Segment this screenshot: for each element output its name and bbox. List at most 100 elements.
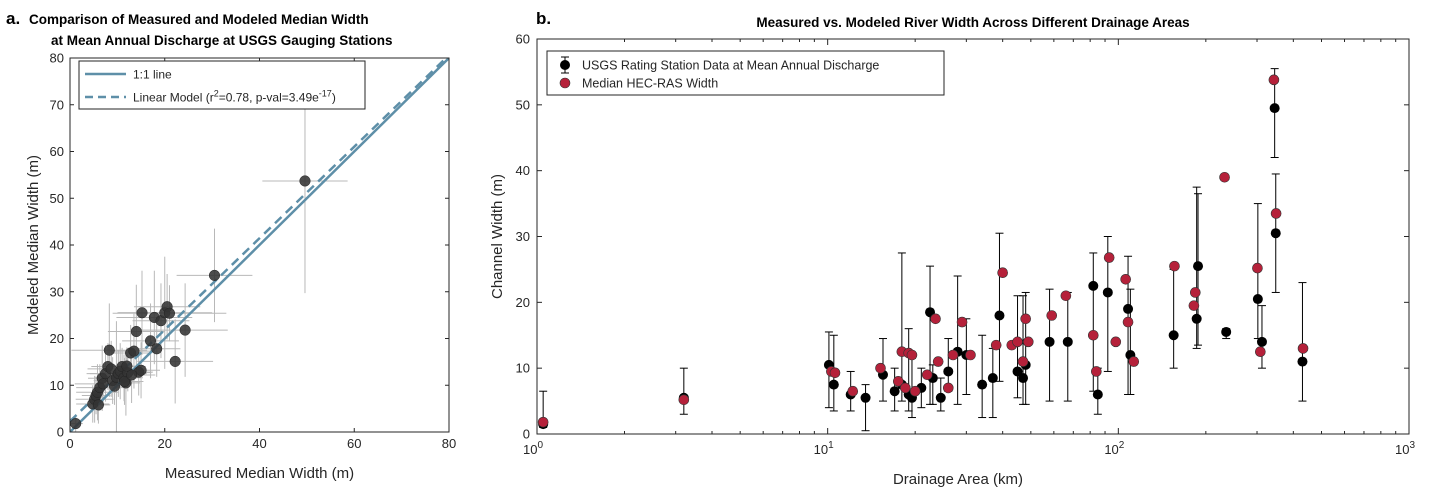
- y-axis-label: Channel Width (m): [489, 174, 506, 299]
- y-tick-label: 30: [50, 284, 64, 299]
- hec-ras-point: [1020, 313, 1031, 325]
- usgs-point: [1092, 389, 1103, 400]
- hec-ras-point: [965, 349, 976, 361]
- hec-ras-point: [990, 339, 1002, 351]
- hec-ras-point: [1255, 346, 1266, 358]
- data-point: [70, 418, 82, 430]
- x-tick-base: 10: [1395, 442, 1409, 457]
- hec-ras-point: [947, 349, 959, 361]
- usgs-point: [1168, 330, 1179, 341]
- x-tick-label: 101: [814, 440, 834, 457]
- hec-ras-point: [956, 316, 968, 328]
- x-tick-label: 100: [523, 440, 543, 457]
- x-axis-label: Measured Median Width (m): [165, 465, 354, 482]
- y-tick-label: 40: [50, 238, 64, 253]
- y-tick-label: 10: [50, 378, 64, 393]
- hec-ras-point: [1190, 287, 1201, 298]
- title-b: Measured vs. Modeled River Width Across …: [756, 15, 1189, 30]
- usgs-point: [1044, 336, 1055, 347]
- hec-ras-point: [900, 382, 911, 394]
- usgs-point: [889, 386, 900, 397]
- y-tick-label: 20: [516, 295, 530, 310]
- usgs-point: [1018, 373, 1029, 384]
- legend-label-usgs: USGS Rating Station Data at Mean Annual …: [582, 59, 879, 73]
- data-point: [92, 399, 104, 411]
- hec-ras-point: [1012, 336, 1023, 348]
- x-tick-label: 40: [252, 436, 266, 451]
- y-tick-label: 30: [516, 229, 530, 244]
- legend-label-part: 2: [214, 89, 219, 99]
- data-point: [163, 307, 176, 319]
- usgs-point: [1252, 294, 1263, 305]
- series-hec-ras: [537, 74, 1309, 428]
- data-point: [169, 355, 181, 367]
- hec-ras-point: [1219, 171, 1230, 183]
- y-tick-label: 0: [523, 427, 530, 442]
- hec-ras-point: [847, 385, 859, 397]
- legend-a: 1:1 line Linear Model (r2=0.78, p-val=3.4…: [78, 60, 366, 110]
- data-point: [97, 378, 109, 390]
- legend-label-part: ): [332, 91, 336, 105]
- legend-label-part: -17: [319, 89, 332, 99]
- hec-ras-point: [829, 367, 841, 379]
- x-tick-exponent: 1: [828, 440, 834, 451]
- y-tick-label: 0: [57, 425, 64, 440]
- data-point: [144, 335, 157, 347]
- hec-ras-point: [1268, 74, 1280, 86]
- hec-ras-point: [1046, 310, 1058, 321]
- y-axis-label: Modeled Median Width (m): [25, 155, 42, 335]
- data-point: [128, 345, 140, 357]
- hec-ras-point: [921, 369, 933, 381]
- usgs-point: [1270, 228, 1281, 239]
- data-point: [118, 375, 131, 388]
- hec-ras-point: [1270, 208, 1282, 219]
- x-tick-base: 10: [1104, 442, 1118, 457]
- x-tick-exponent: 2: [1119, 440, 1125, 451]
- usgs-point: [1269, 103, 1280, 114]
- usgs-point: [1256, 336, 1267, 347]
- panel-a: 0 20 40 60 80 0 10 20 30 40 50 60 70 80 Measured Media…: [6, 9, 456, 482]
- linear-model-line: [70, 58, 448, 423]
- usgs-point: [1123, 303, 1134, 314]
- x-tick-label: 60: [347, 436, 361, 451]
- data-point: [136, 307, 148, 319]
- usgs-point: [1221, 326, 1232, 337]
- x-tick-label: 80: [442, 436, 456, 451]
- points-a: [70, 175, 311, 430]
- title-a-line2: at Mean Annual Discharge at USGS Gauging…: [51, 33, 393, 48]
- y-tick-label: 60: [50, 144, 64, 159]
- legend-label-part: =0.78, p-val=3.49e: [219, 91, 319, 105]
- y-tick-label: 40: [516, 163, 530, 178]
- x-tick-base: 10: [523, 442, 537, 457]
- hec-ras-point: [997, 267, 1008, 279]
- hec-ras-point: [909, 385, 921, 397]
- x-tick-label: 0: [66, 436, 73, 451]
- y-tick-label: 70: [50, 97, 64, 112]
- hec-ras-point: [1017, 356, 1029, 367]
- usgs-point: [1102, 287, 1113, 298]
- hec-ras-point: [1188, 300, 1200, 311]
- x-tick-label: 20: [158, 436, 172, 451]
- data-point: [130, 325, 142, 338]
- hec-ras-point: [1169, 260, 1180, 272]
- data-point: [103, 344, 115, 356]
- hec-ras-point: [893, 376, 904, 387]
- legend-marker-hec-ras: [559, 77, 571, 89]
- x-tick-label: 102: [1104, 440, 1124, 457]
- legend-box-b: [546, 50, 945, 96]
- hec-ras-point: [1022, 336, 1034, 348]
- legend-box-a: [78, 60, 366, 110]
- usgs-point: [1193, 261, 1204, 272]
- hec-ras-point: [932, 356, 944, 367]
- panel-label-b: b.: [536, 9, 551, 28]
- hec-ras-point: [875, 362, 886, 374]
- legend-label-one-to-one: 1:1 line: [133, 68, 172, 82]
- usgs-point: [1297, 356, 1308, 367]
- y-tick-label: 80: [50, 51, 64, 66]
- hec-ras-point: [942, 382, 954, 394]
- data-point: [208, 269, 221, 281]
- usgs-point: [935, 392, 946, 403]
- x-tick-exponent: 3: [1409, 440, 1415, 451]
- hec-ras-point: [537, 416, 549, 428]
- x-tick-base: 10: [814, 442, 828, 457]
